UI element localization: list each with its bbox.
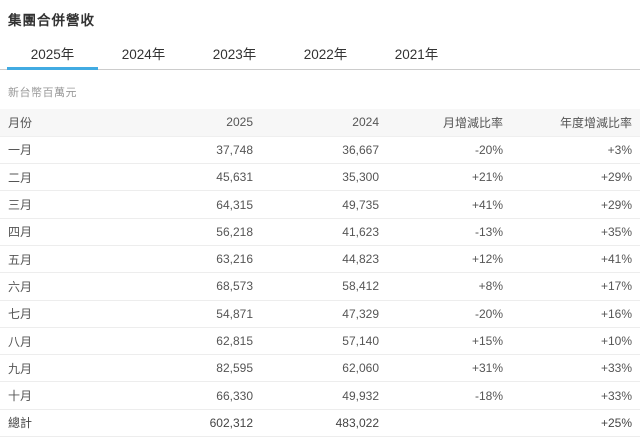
value-cell: 49,735: [261, 190, 387, 219]
tab-2021[interactable]: 2021年: [394, 47, 439, 62]
value-cell: 35,300: [261, 163, 387, 192]
month-cell: 七月: [0, 300, 135, 328]
table-row: 九月 82,595 62,060 +31% +33%: [0, 354, 640, 383]
value-cell: +41%: [511, 245, 640, 274]
value-cell: 62,815: [135, 327, 261, 356]
month-cell: 十月: [0, 381, 135, 410]
value-cell: 82,595: [135, 354, 261, 383]
value-cell: 54,871: [135, 300, 261, 328]
value-cell: +35%: [511, 218, 640, 246]
month-cell: 六月: [0, 272, 135, 301]
value-cell: +16%: [511, 300, 640, 328]
month-cell: 二月: [0, 163, 135, 192]
value-cell: +33%: [511, 381, 640, 410]
value-cell: +3%: [511, 136, 640, 165]
month-cell: 一月: [0, 136, 135, 165]
value-cell: 41,623: [261, 218, 387, 246]
value-cell: +25%: [511, 409, 640, 437]
value-cell: 57,140: [261, 327, 387, 356]
table-row: 三月 64,315 49,735 +41% +29%: [0, 190, 640, 219]
currency-unit-note: 新台幣百萬元: [8, 87, 77, 99]
table-header-row: 月份 2025 2024 月增減比率 年度增減比率: [0, 109, 640, 137]
value-cell: +17%: [511, 272, 640, 301]
table-row: 四月 56,218 41,623 -13% +35%: [0, 218, 640, 246]
col-header-2025: 2025: [135, 109, 261, 137]
value-cell: 45,631: [135, 163, 261, 192]
month-cell: 四月: [0, 218, 135, 246]
value-cell: +15%: [387, 327, 511, 356]
tab-2023[interactable]: 2023年: [212, 47, 257, 62]
value-cell: 602,312: [135, 409, 261, 437]
month-cell: 九月: [0, 354, 135, 383]
table-row: 八月 62,815 57,140 +15% +10%: [0, 327, 640, 356]
monthly-revenue-table: 月份 2025 2024 月增減比率 年度增減比率 一月 37,748 36,667…: [0, 109, 640, 437]
value-cell: 63,216: [135, 245, 261, 274]
table-row: 五月 63,216 44,823 +12% +41%: [0, 245, 640, 274]
tab-2022[interactable]: 2022年: [303, 47, 348, 62]
month-cell: 三月: [0, 190, 135, 219]
value-cell: +29%: [511, 190, 640, 219]
col-header-month: 月份: [0, 109, 135, 137]
month-cell: 五月: [0, 245, 135, 274]
value-cell: -20%: [387, 300, 511, 328]
value-cell: +33%: [511, 354, 640, 383]
value-cell: +31%: [387, 354, 511, 383]
col-header-2024: 2024: [261, 109, 387, 137]
value-cell: +41%: [387, 190, 511, 219]
value-cell: 49,932: [261, 381, 387, 410]
value-cell: +12%: [387, 245, 511, 274]
value-cell: 58,412: [261, 272, 387, 301]
value-cell: +21%: [387, 163, 511, 192]
col-header-yoy-change: 年度增減比率: [511, 109, 640, 137]
value-cell: [387, 409, 511, 437]
value-cell: 37,748: [135, 136, 261, 165]
value-cell: -20%: [387, 136, 511, 165]
month-cell: 八月: [0, 327, 135, 356]
page-title: 集團合併營收: [8, 13, 95, 28]
col-header-mom-change: 月增減比率: [387, 109, 511, 137]
value-cell: +10%: [511, 327, 640, 356]
value-cell: 56,218: [135, 218, 261, 246]
value-cell: 47,329: [261, 300, 387, 328]
value-cell: 66,330: [135, 381, 261, 410]
value-cell: 64,315: [135, 190, 261, 219]
value-cell: +8%: [387, 272, 511, 301]
tab-2024[interactable]: 2024年: [121, 47, 166, 62]
value-cell: -18%: [387, 381, 511, 410]
tab-2025-active[interactable]: 2025年: [7, 40, 98, 70]
table-row: 十月 66,330 49,932 -18% +33%: [0, 381, 640, 410]
table-total-row: 總計 602,312 483,022 +25%: [0, 409, 640, 437]
value-cell: 44,823: [261, 245, 387, 274]
value-cell: +29%: [511, 163, 640, 192]
year-tab-bar: 2025年 2024年 2023年 2022年 2021年: [0, 40, 640, 70]
table-row: 一月 37,748 36,667 -20% +3%: [0, 136, 640, 165]
value-cell: -13%: [387, 218, 511, 246]
value-cell: 68,573: [135, 272, 261, 301]
table-row: 七月 54,871 47,329 -20% +16%: [0, 300, 640, 328]
month-cell: 總計: [0, 409, 135, 437]
value-cell: 483,022: [261, 409, 387, 437]
value-cell: 62,060: [261, 354, 387, 383]
table-row: 二月 45,631 35,300 +21% +29%: [0, 163, 640, 192]
table-row: 六月 68,573 58,412 +8% +17%: [0, 272, 640, 301]
value-cell: 36,667: [261, 136, 387, 165]
